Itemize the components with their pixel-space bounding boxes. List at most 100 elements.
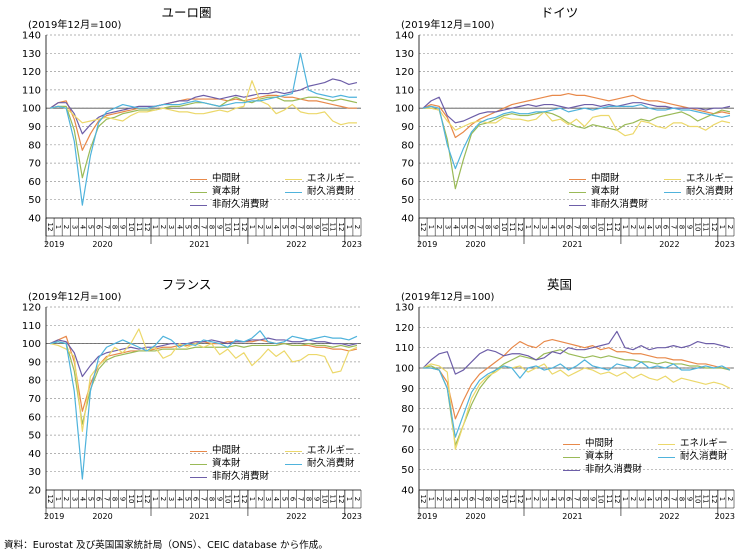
series-line [422,103,731,170]
series-line [49,330,358,480]
year-label: 2023 [715,240,735,249]
year-label: 2020 [92,240,112,249]
legend-swatch [569,179,586,180]
x-tick-label: 11 [508,223,516,232]
legend-label: 非耐久消費財 [585,464,643,475]
x-tick-label: 5 [86,225,94,229]
x-tick-label: 2 [726,225,734,229]
x-tick-label: 6 [468,497,476,502]
x-tick-label: 5 [556,225,564,229]
x-tick-label: 10 [500,495,508,504]
x-tick-label: 5 [86,497,94,501]
series-line [423,107,731,137]
x-tick-label: 8 [305,497,313,501]
x-tick-label: 12 [419,495,427,504]
legend-label: エネルギー [680,438,728,449]
y-tick-label: 80 [28,376,41,387]
y-tick-label: 50 [401,465,414,476]
x-tick-label: 4 [548,225,556,230]
x-tick-label: 6 [564,497,572,502]
y-tick-label: 50 [28,431,41,442]
x-tick-label: 7 [669,225,677,229]
x-tick-label: 6 [95,225,103,230]
x-tick-label: 9 [589,225,597,229]
x-tick-label: 9 [492,225,500,229]
x-tick-label: 7 [476,225,484,229]
y-tick-label: 110 [22,85,41,96]
legend-label: 非耐久消費財 [212,199,270,210]
x-tick-label: 6 [95,497,103,502]
year-label: 2021 [562,512,582,521]
x-tick-label: 3 [167,225,175,229]
legend-label: エネルギー [686,173,734,184]
x-tick-label: 8 [678,497,686,501]
x-tick-label: 4 [78,225,86,230]
legend-label: 資本財 [591,186,620,197]
x-tick-label: 11 [702,223,710,232]
y-tick-label: 100 [395,364,414,375]
y-tick-label: 70 [28,394,41,405]
x-tick-label: 5 [183,225,191,229]
x-tick-label: 12 [143,223,151,232]
legend-swatch [569,205,586,206]
series-line [422,330,731,375]
x-tick-label: 1 [718,225,726,229]
y-tick-label: 50 [28,195,41,206]
y-tick-label: 40 [401,214,414,225]
x-tick-label: 9 [492,497,500,501]
year-label: 2019 [417,240,437,249]
x-tick-label: 8 [208,497,216,501]
x-tick-label: 9 [686,497,694,501]
x-tick-label: 4 [272,225,280,230]
x-tick-label: 7 [296,497,304,501]
year-label: 2021 [189,512,209,521]
y-tick-label: 110 [395,343,414,354]
y-tick-label: 40 [28,449,41,460]
legend-swatch [285,192,302,193]
x-tick-label: 10 [224,223,232,232]
x-tick-label: 2 [532,497,540,501]
x-tick-label: 1 [151,497,159,501]
legend-swatch [190,179,207,180]
series-line [49,94,357,151]
chart-panel-france: 20 30 40 50 60 70 80 90 100 110 120 12 1 2 3 4 5 6 7 8 9 10 11… [0,272,373,542]
legend-label: 耐久消費財 [680,451,728,462]
chart-title: フランス [161,277,212,292]
x-tick-label: 3 [540,497,548,501]
x-tick-label: 4 [645,497,653,502]
x-tick-label: 10 [224,495,232,504]
x-tick-label: 11 [232,495,240,504]
legend-label: 耐久消費財 [307,458,355,469]
x-tick-label: 2 [435,225,443,229]
x-tick-label: 11 [135,223,143,232]
legend-swatch [664,179,681,180]
x-tick-label: 1 [248,225,256,229]
y-tick-label: 90 [401,122,414,133]
x-tick-label: 7 [476,497,484,501]
x-tick-label: 5 [459,497,467,501]
x-tick-label: 11 [702,495,710,504]
x-tick-label: 7 [103,225,111,229]
x-tick-label: 1 [151,225,159,229]
x-tick-label: 3 [443,497,451,501]
y-tick-label: 80 [28,140,41,151]
x-tick-label: 6 [661,225,669,230]
y-tick-label: 100 [22,104,41,115]
y-tick-label: 120 [22,67,41,78]
legend-swatch [658,457,675,458]
legend-label: 資本財 [212,458,241,469]
chart-panel-germany: 40 50 60 70 80 90 100 110 120 130 140 12 1 2 3 4 5 6 7 8 9 10… [373,0,746,270]
x-tick-label: 1 [718,497,726,501]
x-tick-label: 9 [216,225,224,229]
x-tick-label: 4 [645,225,653,230]
x-tick-label: 9 [119,225,127,229]
x-tick-label: 10 [127,495,135,504]
x-tick-label: 2 [353,225,361,229]
x-tick-label: 7 [669,497,677,501]
year-label: 2020 [465,240,485,249]
legend-swatch [658,444,675,445]
y-tick-label: 90 [401,384,414,395]
x-tick-label: 3 [70,497,78,501]
